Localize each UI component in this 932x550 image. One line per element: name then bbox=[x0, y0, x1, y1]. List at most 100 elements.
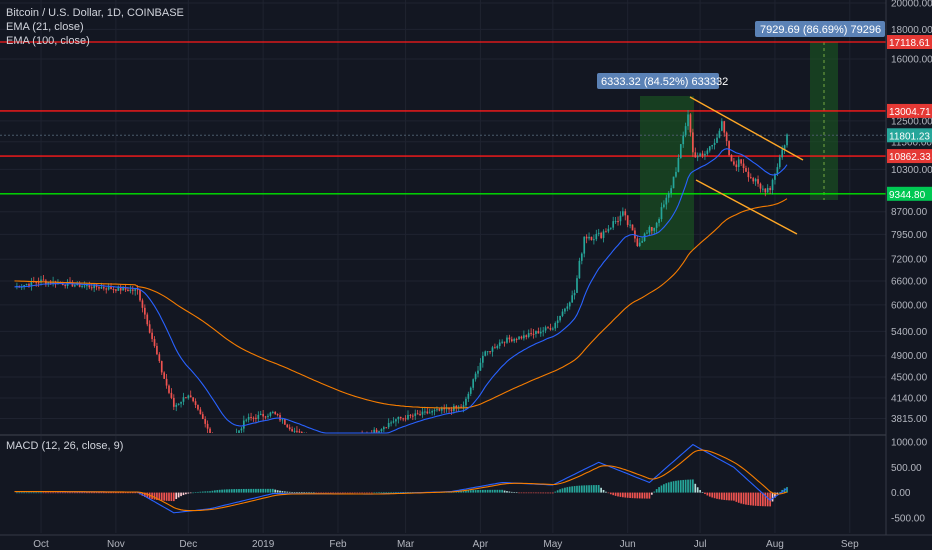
candle-body bbox=[496, 346, 499, 349]
time-tick-0: Oct bbox=[33, 539, 49, 550]
candle-body bbox=[535, 330, 537, 335]
candle-body bbox=[781, 149, 784, 158]
candle-body bbox=[414, 413, 417, 416]
macd-bar bbox=[271, 488, 274, 493]
candle-body bbox=[481, 355, 484, 363]
candle-body bbox=[619, 215, 622, 222]
candle-body bbox=[556, 320, 559, 324]
macd-bar bbox=[580, 485, 583, 493]
legend-ema21: EMA (21, close) bbox=[6, 21, 84, 33]
candle-body bbox=[687, 114, 689, 127]
candle-body bbox=[554, 323, 557, 329]
macd-bar bbox=[491, 489, 494, 493]
callout-1: 6333.32 (84.52%) 633332 bbox=[597, 73, 728, 89]
macd-bar bbox=[622, 492, 624, 498]
price-tick-10: 6000.00 bbox=[891, 300, 928, 311]
macd-bar bbox=[648, 492, 651, 499]
candle-body bbox=[119, 286, 122, 291]
macd-bar bbox=[344, 492, 347, 494]
level-tag-3: 10862.33 bbox=[887, 149, 932, 164]
candle-body bbox=[457, 406, 460, 408]
candle-body bbox=[42, 279, 45, 281]
macd-bar bbox=[187, 492, 190, 494]
candle-body bbox=[479, 362, 482, 371]
macd-bar bbox=[564, 487, 566, 493]
candle-body bbox=[276, 414, 279, 416]
callout-1-text: 6333.32 (84.52%) 633332 bbox=[601, 76, 728, 88]
macd-bar bbox=[325, 492, 327, 494]
macd-bar bbox=[530, 492, 532, 494]
candle-body bbox=[699, 153, 701, 157]
macd-bar bbox=[81, 492, 83, 494]
macd-bar bbox=[720, 492, 723, 500]
candle-body bbox=[240, 428, 243, 431]
macd-bar bbox=[129, 492, 132, 494]
candle-body bbox=[617, 221, 619, 223]
macd-bar bbox=[472, 490, 475, 493]
macd-bar bbox=[182, 492, 185, 496]
macd-bar bbox=[383, 492, 385, 493]
candle-body bbox=[445, 407, 448, 410]
candle-body bbox=[428, 412, 431, 414]
candle-body bbox=[749, 177, 752, 179]
macd-bar bbox=[105, 492, 108, 494]
macd-bar bbox=[653, 491, 656, 493]
macd-bar bbox=[663, 484, 665, 493]
macd-bar bbox=[221, 489, 223, 493]
macd-bar bbox=[49, 492, 52, 494]
candle-body bbox=[206, 423, 209, 429]
candle-body bbox=[520, 336, 523, 339]
price-tick-11: 5400.00 bbox=[891, 327, 928, 338]
candle-body bbox=[583, 236, 586, 254]
measure-boxes bbox=[640, 42, 838, 250]
candle-body bbox=[105, 288, 108, 290]
candle-body bbox=[576, 278, 578, 293]
macd-bar bbox=[404, 492, 407, 493]
macd-bar bbox=[467, 490, 470, 493]
macd-bar bbox=[786, 487, 788, 493]
macd-bar bbox=[390, 492, 392, 493]
macd-bar bbox=[194, 492, 197, 493]
macd-bar bbox=[716, 492, 718, 499]
macd-bar bbox=[28, 492, 30, 494]
candle-body bbox=[141, 300, 144, 308]
candle-body bbox=[694, 152, 697, 158]
macd-bar bbox=[247, 488, 250, 493]
macd-bar bbox=[230, 489, 233, 493]
candle-body bbox=[655, 222, 658, 228]
candle-body bbox=[539, 331, 542, 334]
candle-body bbox=[631, 224, 634, 231]
macd-bar bbox=[332, 492, 335, 494]
candle-body bbox=[704, 153, 706, 156]
macd-bar bbox=[730, 492, 733, 501]
macd-bar bbox=[687, 479, 689, 493]
candle-body bbox=[54, 281, 57, 285]
candle-body bbox=[185, 397, 187, 399]
macd-bar bbox=[525, 492, 528, 494]
macd-bar bbox=[520, 492, 523, 494]
macd-bar bbox=[16, 492, 18, 494]
macd-bar bbox=[762, 492, 764, 507]
candle-body bbox=[182, 397, 185, 402]
level-tag-2: 11801.23 bbox=[887, 128, 932, 143]
candle-body bbox=[296, 430, 298, 432]
macd-bar bbox=[163, 492, 166, 501]
macd-bar bbox=[291, 492, 293, 493]
macd-bar bbox=[57, 492, 59, 494]
macd-bar bbox=[83, 492, 86, 494]
macd-bar bbox=[115, 492, 117, 494]
candle-body bbox=[730, 155, 733, 162]
macd-bar bbox=[146, 492, 149, 498]
macd-bar bbox=[201, 491, 204, 493]
candle-body bbox=[670, 188, 672, 194]
callout-2-text: 7929.69 (86.69%) 79296 bbox=[760, 24, 881, 36]
candle-body bbox=[530, 333, 532, 335]
ema100-line bbox=[14, 198, 788, 409]
macd-bar bbox=[778, 491, 781, 493]
candle-body bbox=[281, 419, 284, 421]
macd-bar bbox=[172, 492, 175, 502]
macd-bar bbox=[597, 485, 600, 493]
callout-2: 7929.69 (86.69%) 79296 bbox=[755, 21, 885, 37]
candle-body bbox=[498, 342, 501, 347]
